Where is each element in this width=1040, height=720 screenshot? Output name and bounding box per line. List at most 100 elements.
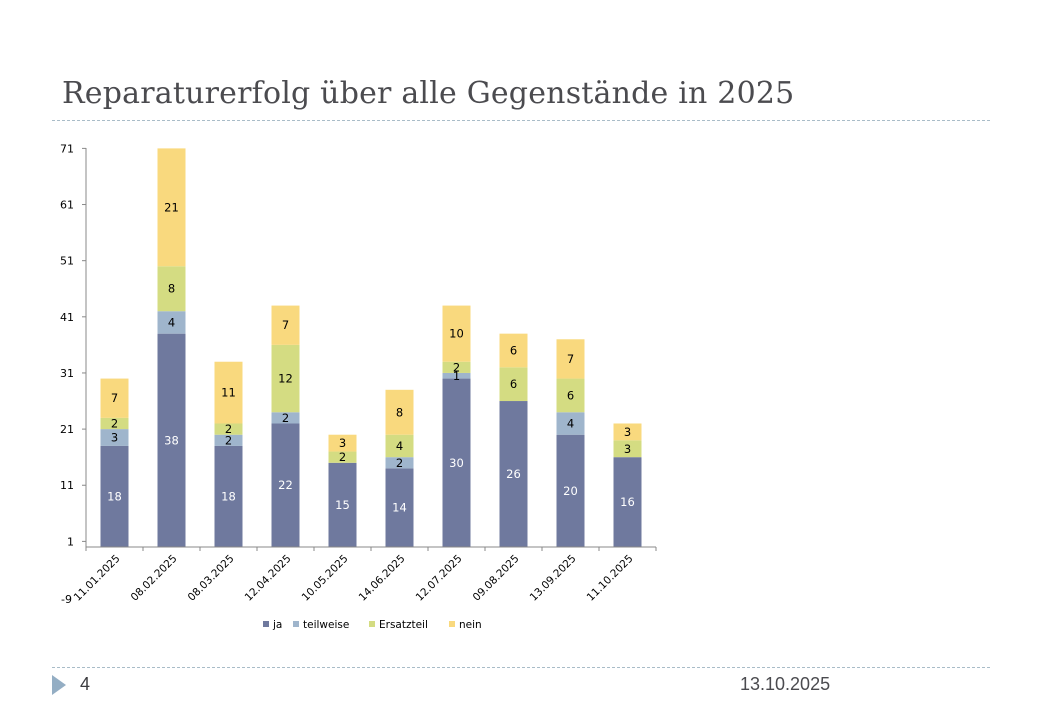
x-tick-label-2: 08.02.2025 [129,553,180,604]
y-tick-label-31: 31 [60,367,74,380]
triangle-right-icon [52,675,66,695]
bar-segment-teilweise-6 [385,457,414,469]
data-label-teilweise-4: 2 [282,411,289,425]
data-label-ja-9: 20 [563,484,578,498]
bar-segment-teilweise-4 [271,412,300,424]
bar-segment-nein-3 [214,361,243,424]
bar-segment-ja-10 [613,457,642,547]
data-labels-group: 1832738482118221122212715231424830121026… [107,200,635,514]
bar-segment-ersatzteil-8 [499,367,528,402]
bar-segment-ersatzteil-2 [157,266,186,312]
legend: ja teilweise Ersatzteil nein [263,619,482,631]
data-label-ersatzteil-10: 3 [624,442,631,456]
legend-label-teilweise: teilweise [303,619,349,631]
data-label-teilweise-9: 4 [567,416,574,430]
bar-segment-ja-6 [385,468,414,547]
bar-segment-ja-4 [271,423,300,547]
bar-segment-nein-4 [271,305,300,345]
data-label-nein-8: 6 [510,344,517,358]
data-label-nein-3: 11 [221,386,236,400]
bar-segment-nein-9 [556,339,585,379]
y-tick-label-61: 61 [60,199,74,212]
data-label-nein-9: 7 [567,352,574,366]
bar-segment-nein-8 [499,333,528,368]
bar-segment-nein-2 [157,148,186,267]
x-tick-label-10: 11.10.2025 [585,553,636,604]
legend-label-nein: nein [459,619,482,631]
data-label-ja-3: 18 [221,489,236,503]
data-label-ja-5: 15 [335,498,350,512]
bar-segment-ersatzteil-3 [214,423,243,435]
bar-segment-ersatzteil-5 [328,451,357,463]
data-label-ersatzteil-8: 6 [510,377,517,391]
bar-segment-nein-10 [613,423,642,441]
bar-segment-ersatzteil-4 [271,344,300,413]
data-label-ersatzteil-1: 2 [111,416,118,430]
data-label-teilweise-1: 3 [111,431,118,445]
bar-segment-teilweise-7 [442,372,471,379]
bar-segment-nein-6 [385,389,414,435]
bar-segment-ersatzteil-7 [442,361,471,373]
data-label-nein-4: 7 [282,318,289,332]
bar-segment-ja-7 [442,378,471,547]
bar-segment-ersatzteil-9 [556,378,585,413]
page-number: 4 [80,674,91,694]
data-label-ja-10: 16 [620,495,635,509]
y-tick-label-51: 51 [60,255,74,268]
data-label-nein-7: 10 [449,327,464,341]
bar-segment-teilweise-2 [157,311,186,334]
data-label-ersatzteil-4: 12 [278,372,293,386]
data-label-ja-6: 14 [392,501,407,515]
data-label-ersatzteil-6: 4 [396,439,403,453]
bar-segment-ja-8 [499,401,528,547]
bar-segment-teilweise-3 [214,434,243,446]
legend-swatch-ersatzteil [369,621,375,627]
y-tick-label-21: 21 [60,423,74,436]
bar-segment-ersatzteil-1 [100,417,129,430]
data-label-ja-4: 22 [278,478,293,492]
footer-divider [52,667,990,668]
y-tick-label-11: 11 [60,479,74,492]
legend-swatch-ja [263,621,269,627]
bar-segment-ja-3 [214,445,243,547]
footer-date: 13.10.2025 [740,674,831,694]
data-label-teilweise-6: 2 [396,456,403,470]
data-label-nein-1: 7 [111,391,118,405]
data-label-ersatzteil-2: 8 [168,282,175,296]
slide-title: Reparaturerfolg über alle Gegenstände in… [62,76,795,111]
bar-segment-ja-5 [328,462,357,547]
data-label-nein-10: 3 [624,425,631,439]
data-label-ersatzteil-9: 6 [567,388,574,402]
data-label-nein-6: 8 [396,405,403,419]
x-tick-label-9: 13.09.2025 [528,553,579,604]
data-label-ja-7: 30 [449,456,464,470]
data-label-nein-5: 3 [339,436,346,450]
x-tick-label-5: 10.05.2025 [300,553,351,604]
x-tick-label-3: 08.03.2025 [186,553,237,604]
x-tick-label-4: 12.04.2025 [243,553,294,604]
bar-segment-teilweise-9 [556,412,585,435]
y-tick-label-41: 41 [60,311,74,324]
bar-segment-ja-2 [157,333,186,547]
legend-swatch-nein [449,621,455,627]
legend-label-ja: ja [272,619,282,631]
x-tick-label-7: 12.07.2025 [414,553,465,604]
data-label-ersatzteil-3: 2 [225,422,232,436]
data-label-teilweise-2: 4 [168,315,175,329]
bar-segment-ja-9 [556,434,585,547]
bar-segment-nein-7 [442,305,471,362]
x-tick-label-6: 14.06.2025 [357,553,408,604]
title-divider [52,120,990,121]
legend-label-ersatzteil: Ersatzteil [379,619,428,631]
data-label-teilweise-7: 1 [453,369,460,383]
data-label-ersatzteil-5: 2 [339,450,346,464]
data-label-ja-1: 18 [107,489,122,503]
bars-group [100,148,642,547]
x-tick-label-1: 11.01.2025 [72,553,123,604]
data-label-nein-2: 21 [164,200,179,214]
data-label-ja-8: 26 [506,467,521,481]
y-tick-label--9: -9 [61,593,72,606]
bar-segment-ersatzteil-6 [385,434,414,458]
data-label-teilweise-3: 2 [225,433,232,447]
